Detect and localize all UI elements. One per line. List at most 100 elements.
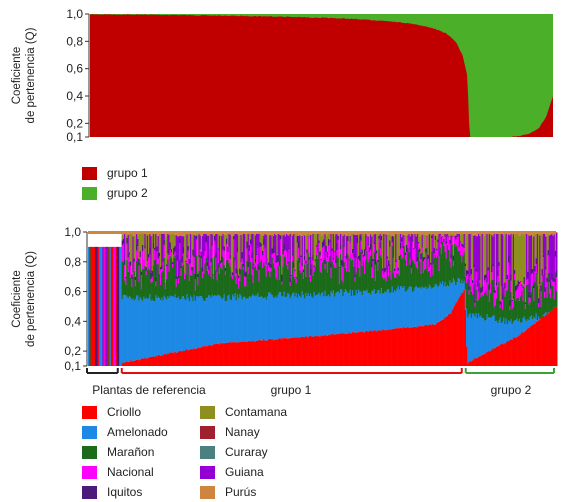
bar-segment (419, 236, 421, 249)
bar-segment (439, 236, 442, 248)
bar-segment (271, 295, 274, 339)
bar-segment (304, 298, 306, 338)
bar-segment (389, 293, 391, 330)
bar-segment (391, 242, 394, 246)
bar-segment (236, 269, 239, 295)
bar-segment (390, 329, 392, 366)
bar-segment (390, 279, 392, 293)
bar-segment (257, 263, 259, 294)
bar-segment (360, 240, 362, 252)
bar-segment (266, 340, 269, 366)
bar-segment (352, 253, 354, 260)
bar-segment (556, 232, 558, 271)
bar-segment (151, 276, 154, 282)
bar-segment (503, 235, 505, 284)
bar-segment (426, 236, 428, 248)
bar-segment (412, 241, 414, 260)
bar-segment (209, 249, 211, 266)
bar-segment (203, 232, 205, 257)
bar-segment (217, 248, 220, 249)
bar-segment (197, 277, 199, 286)
bar-segment (460, 255, 462, 284)
bar-segment (533, 300, 535, 317)
bar-segment (451, 235, 454, 237)
bar-segment (265, 276, 268, 300)
bar-segment (121, 261, 124, 300)
bar-segment (505, 279, 508, 291)
bar-segment (338, 266, 341, 268)
bar-segment (373, 289, 376, 331)
bar-segment (235, 342, 238, 366)
bar-segment (397, 233, 400, 268)
bar-segment (134, 360, 137, 366)
bar-segment (371, 236, 373, 263)
bar-segment (287, 338, 289, 366)
bar-segment (400, 254, 402, 287)
bar-segment (412, 291, 414, 328)
bar-segment (144, 233, 146, 245)
y-tick-label: 0,8 (66, 34, 83, 48)
bar-segment (199, 296, 202, 348)
bar-segment (511, 339, 514, 366)
bar-segment (316, 254, 318, 296)
bar-segment (311, 234, 313, 257)
bar-segment (515, 232, 517, 286)
bar-segment (131, 299, 133, 362)
bar-segment (509, 235, 511, 300)
bar-segment (158, 273, 161, 299)
bar-segment (125, 278, 127, 285)
legend-bottom-col1-item: Criollo (82, 405, 141, 419)
bar-segment (290, 337, 293, 366)
bar-segment (532, 272, 534, 286)
bar-segment (442, 281, 444, 320)
bar-segment (551, 279, 553, 286)
bar-segment (240, 262, 242, 270)
bar-segment (344, 256, 347, 268)
bar-segment (164, 288, 167, 298)
bar-segment (127, 271, 130, 299)
bar-segment (436, 257, 438, 285)
bar-segment (305, 260, 307, 264)
bar-segment (493, 292, 496, 307)
bar-segment (473, 284, 475, 315)
bar-segment (288, 338, 290, 366)
bar-segment (356, 293, 359, 333)
bar-segment (428, 284, 431, 325)
bar-segment (264, 297, 266, 341)
bar-segment (406, 328, 408, 366)
bar-segment (323, 259, 325, 297)
bar-segment (170, 258, 173, 297)
bar-segment (214, 234, 216, 236)
bar-segment (256, 254, 258, 271)
bar-segment (167, 253, 169, 259)
bar-segment (205, 346, 208, 366)
bar-segment (509, 299, 511, 306)
bar-segment (210, 297, 212, 346)
bar-segment (202, 271, 204, 278)
bar-segment (439, 282, 442, 321)
bar-segment (407, 326, 409, 366)
bar-segment (132, 276, 134, 299)
bar-segment (378, 330, 380, 366)
bar-segment (370, 255, 372, 295)
bar-segment (280, 292, 282, 339)
bar-segment (352, 259, 354, 291)
bar-segment (526, 320, 528, 331)
bar-segment (408, 328, 410, 366)
bar-segment (174, 294, 176, 352)
bar-segment (414, 247, 416, 249)
bar-segment (227, 342, 229, 366)
bar-segment (245, 235, 247, 272)
bar-segment (181, 266, 184, 297)
bar-segment (434, 239, 437, 255)
bar-segment (436, 250, 438, 258)
bar-segment (467, 317, 469, 364)
bar-segment (265, 264, 268, 277)
bar-segment (96, 246, 98, 366)
bar-segment (538, 316, 540, 321)
bar-segment (192, 232, 194, 250)
bar-segment (204, 300, 206, 347)
bar-segment (424, 287, 426, 326)
bar-segment (421, 326, 424, 366)
bar-segment (457, 232, 460, 236)
